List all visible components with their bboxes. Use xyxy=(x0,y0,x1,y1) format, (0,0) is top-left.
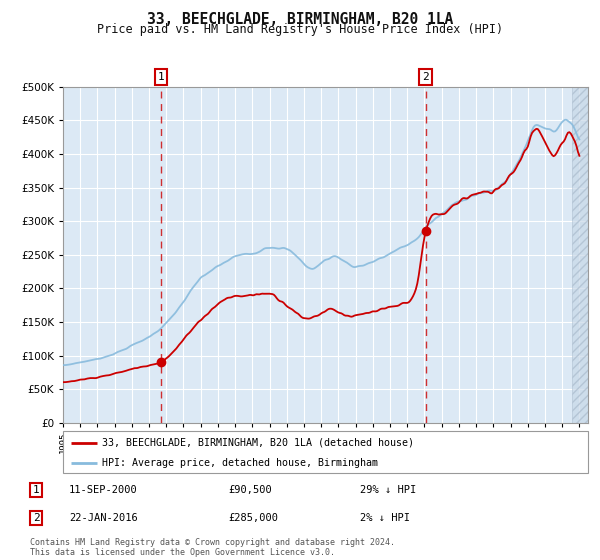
Text: 2% ↓ HPI: 2% ↓ HPI xyxy=(360,513,410,523)
Text: 1: 1 xyxy=(32,485,40,495)
Text: Contains HM Land Registry data © Crown copyright and database right 2024.
This d: Contains HM Land Registry data © Crown c… xyxy=(30,538,395,557)
Text: 22-JAN-2016: 22-JAN-2016 xyxy=(69,513,138,523)
Text: Price paid vs. HM Land Registry's House Price Index (HPI): Price paid vs. HM Land Registry's House … xyxy=(97,22,503,36)
Text: £285,000: £285,000 xyxy=(228,513,278,523)
Text: 11-SEP-2000: 11-SEP-2000 xyxy=(69,485,138,495)
Text: 29% ↓ HPI: 29% ↓ HPI xyxy=(360,485,416,495)
Text: 33, BEECHGLADE, BIRMINGHAM, B20 1LA: 33, BEECHGLADE, BIRMINGHAM, B20 1LA xyxy=(147,12,453,27)
Text: 2: 2 xyxy=(422,72,429,82)
Text: £90,500: £90,500 xyxy=(228,485,272,495)
Text: 1: 1 xyxy=(158,72,164,82)
Text: 33, BEECHGLADE, BIRMINGHAM, B20 1LA (detached house): 33, BEECHGLADE, BIRMINGHAM, B20 1LA (det… xyxy=(103,438,415,448)
Text: HPI: Average price, detached house, Birmingham: HPI: Average price, detached house, Birm… xyxy=(103,458,379,468)
Text: 2: 2 xyxy=(32,513,40,523)
FancyBboxPatch shape xyxy=(63,431,588,473)
